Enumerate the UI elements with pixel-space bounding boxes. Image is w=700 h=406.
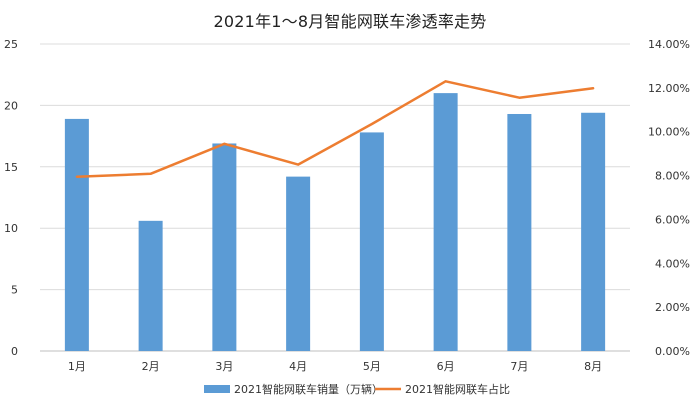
x-tick-label: 1月 xyxy=(68,360,86,373)
x-tick-label: 2月 xyxy=(142,360,160,373)
y-left-tick-label: 20 xyxy=(4,99,18,112)
bar xyxy=(64,118,89,352)
chart-title: 2021年1～8月智能网联车渗透率走势 xyxy=(213,12,487,31)
bar xyxy=(138,220,163,351)
y-left-tick-label: 10 xyxy=(4,222,18,235)
y-right-tick-label: 12.00% xyxy=(648,82,690,95)
y-left-tick-label: 0 xyxy=(11,345,18,358)
y-left-tick-label: 5 xyxy=(11,284,18,297)
y-right-tick-label: 4.00% xyxy=(655,257,690,270)
y-left-tick-label: 25 xyxy=(4,38,18,51)
bar xyxy=(286,176,311,351)
bar xyxy=(581,112,606,351)
x-tick-label: 4月 xyxy=(289,360,307,373)
bar xyxy=(433,93,458,352)
bar xyxy=(359,132,384,351)
legend-label-bar: 2021智能网联车销量（万辆） xyxy=(234,382,383,396)
y-left-tick-label: 15 xyxy=(4,161,18,174)
y-right-tick-label: 2.00% xyxy=(655,301,690,314)
x-tick-label: 7月 xyxy=(510,360,528,373)
y-right-tick-label: 10.00% xyxy=(648,126,690,139)
y-right-tick-label: 8.00% xyxy=(655,170,690,183)
y-right-tick-label: 0.00% xyxy=(655,345,690,358)
x-tick-label: 8月 xyxy=(584,360,602,373)
x-tick-label: 5月 xyxy=(363,360,381,373)
y-right-tick-label: 14.00% xyxy=(648,38,690,51)
bar xyxy=(212,143,237,351)
x-tick-label: 6月 xyxy=(437,360,455,373)
bar xyxy=(507,113,532,351)
x-tick-label: 3月 xyxy=(215,360,233,373)
y-right-tick-label: 6.00% xyxy=(655,213,690,226)
legend-swatch-bar xyxy=(204,385,230,393)
legend-label-line: 2021智能网联车占比 xyxy=(405,382,510,396)
series-line xyxy=(75,80,595,178)
